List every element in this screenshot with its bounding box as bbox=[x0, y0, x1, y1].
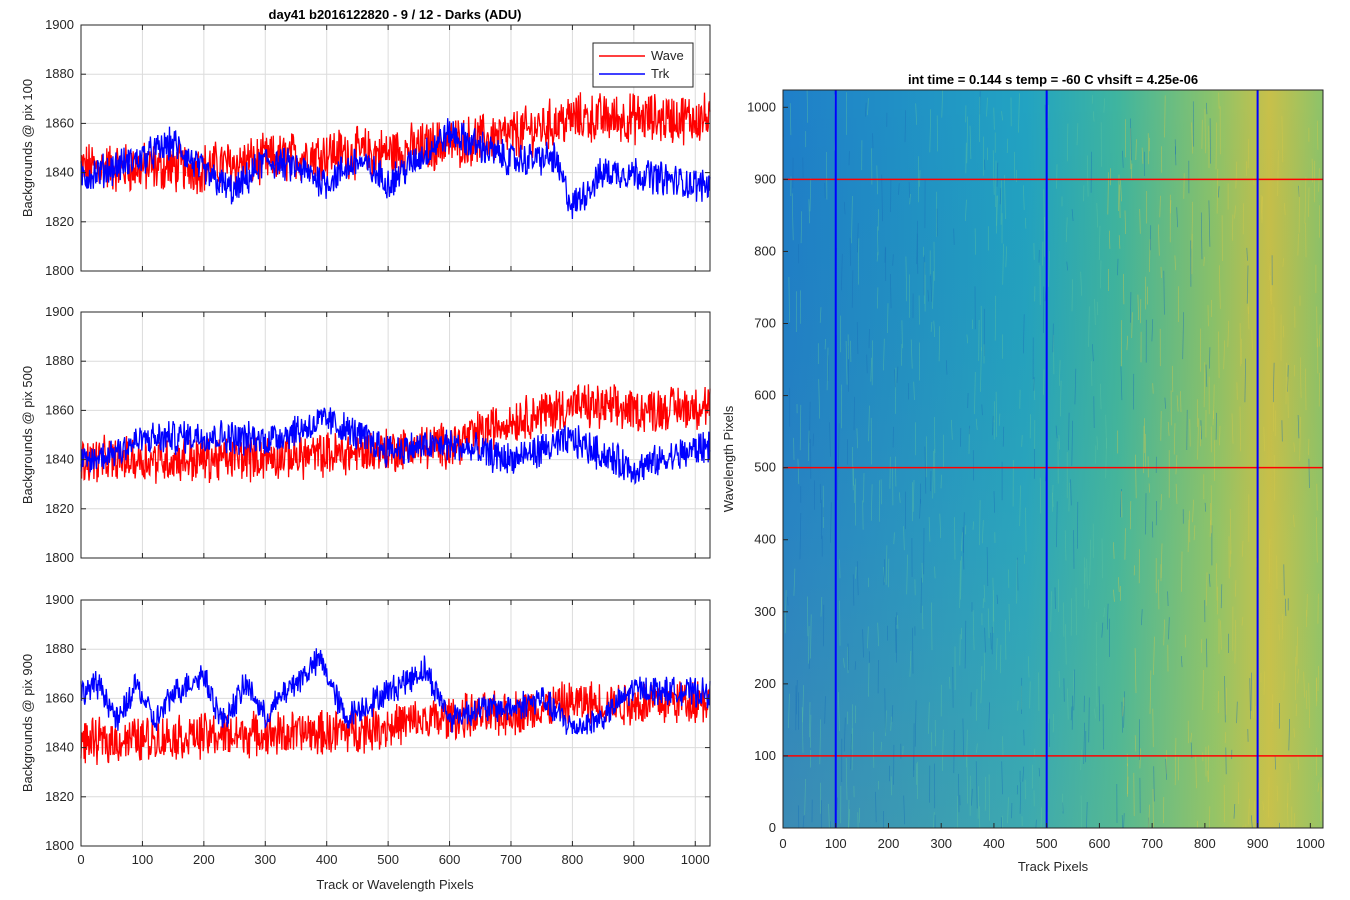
x-tick-label: 900 bbox=[623, 852, 645, 867]
y-axis-label: Backgrounds @ pix 900 bbox=[20, 654, 35, 792]
y-axis-label: Backgrounds @ pix 500 bbox=[20, 366, 35, 504]
line-panel-3: 0 100 200 300 400 500 600 700 800 900 1000 1800 1820… bbox=[20, 592, 711, 867]
x-tick-label: 900 bbox=[1247, 836, 1269, 851]
y-tick-label: 500 bbox=[754, 460, 776, 475]
y-tick-label: 1860 bbox=[45, 690, 74, 705]
series-line-wave bbox=[80, 383, 711, 484]
heatmap-x-axis-label: Track Pixels bbox=[1018, 859, 1089, 874]
legend-label-trk: Trk bbox=[651, 66, 670, 81]
x-tick-label: 200 bbox=[193, 852, 215, 867]
x-tick-label: 0 bbox=[779, 836, 786, 851]
y-tick-label: 1800 bbox=[45, 263, 74, 278]
x-tick-label: 500 bbox=[377, 852, 399, 867]
axes-box bbox=[782, 89, 1324, 829]
y-tick-label: 1800 bbox=[45, 550, 74, 565]
y-tick-label: 800 bbox=[754, 243, 776, 258]
x-tick-label: 1000 bbox=[1296, 836, 1325, 851]
x-tick-label: 400 bbox=[316, 852, 338, 867]
y-tick-label: 100 bbox=[754, 748, 776, 763]
heatmap-y-axis-label: Wavelength Pixels bbox=[721, 405, 736, 512]
series-line-wave bbox=[80, 681, 711, 766]
x-tick-label: 700 bbox=[1141, 836, 1163, 851]
y-tick-label: 700 bbox=[754, 316, 776, 331]
y-tick-label: 1840 bbox=[45, 452, 74, 467]
y-tick-label: 1880 bbox=[45, 641, 74, 656]
legend-label-wave: Wave bbox=[651, 48, 684, 63]
figure-x-axis-label: Track or Wavelength Pixels bbox=[316, 877, 474, 892]
axes-box bbox=[80, 24, 711, 272]
heatmap-title: int time = 0.144 s temp = -60 C vhsift =… bbox=[908, 72, 1198, 87]
x-tick-label: 500 bbox=[1036, 836, 1058, 851]
y-tick-label: 1000 bbox=[747, 99, 776, 114]
x-tick-label: 600 bbox=[1089, 836, 1111, 851]
heatmap-overlay bbox=[783, 90, 1323, 828]
x-tick-label: 800 bbox=[1194, 836, 1216, 851]
line-panel-2: 1800 1820 1840 1860 1880 1900 Backgrounds @ pi… bbox=[20, 304, 711, 565]
y-tick-label: 1880 bbox=[45, 353, 74, 368]
y-tick-label: 1840 bbox=[45, 740, 74, 755]
y-tick-label: 1900 bbox=[45, 304, 74, 319]
heatmap-panel: 0 100 200 300 400 500 600 700 800 900 1000 0 100 200 3… bbox=[721, 72, 1325, 874]
y-tick-label: 0 bbox=[769, 820, 776, 835]
y-tick-label: 1840 bbox=[45, 165, 74, 180]
series-line-trk bbox=[80, 407, 711, 485]
series-line-trk bbox=[80, 648, 711, 735]
x-tick-label: 700 bbox=[500, 852, 522, 867]
heatmap-texture bbox=[782, 89, 1324, 829]
x-tick-label: 100 bbox=[132, 852, 154, 867]
plot-area bbox=[81, 312, 710, 558]
y-tick-label: 1860 bbox=[45, 402, 74, 417]
x-tick-label: 300 bbox=[254, 852, 276, 867]
y-tick-label: 600 bbox=[754, 388, 776, 403]
x-tick-label: 300 bbox=[930, 836, 952, 851]
y-axis-label: Backgrounds @ pix 100 bbox=[20, 79, 35, 217]
x-tick-label: 800 bbox=[562, 852, 584, 867]
y-tick-label: 1860 bbox=[45, 115, 74, 130]
y-tick-label: 300 bbox=[754, 604, 776, 619]
y-tick-label: 900 bbox=[754, 171, 776, 186]
legend-box bbox=[592, 42, 694, 88]
legend: Wave Trk bbox=[592, 42, 694, 88]
y-tick-label: 1900 bbox=[45, 17, 74, 32]
y-tick-label: 1820 bbox=[45, 501, 74, 516]
y-tick-label: 1800 bbox=[45, 838, 74, 853]
x-tick-label: 0 bbox=[77, 852, 84, 867]
y-tick-label: 1880 bbox=[45, 66, 74, 81]
line-panel-1: 1800 1820 1840 1860 1880 1900 Backgrounds @ pi… bbox=[20, 17, 711, 278]
axes-box bbox=[80, 311, 711, 559]
x-tick-label: 200 bbox=[878, 836, 900, 851]
series-line-trk bbox=[80, 118, 711, 220]
y-tick-label: 1820 bbox=[45, 214, 74, 229]
y-tick-label: 1820 bbox=[45, 789, 74, 804]
x-tick-label: 1000 bbox=[681, 852, 710, 867]
y-tick-label: 200 bbox=[754, 676, 776, 691]
y-tick-label: 400 bbox=[754, 532, 776, 547]
axes-box bbox=[80, 599, 711, 847]
figure-title: day41 b2016122820 - 9 / 12 - Darks (ADU) bbox=[269, 7, 522, 22]
x-tick-label: 600 bbox=[439, 852, 461, 867]
x-tick-label: 400 bbox=[983, 836, 1005, 851]
x-tick-label: 100 bbox=[825, 836, 847, 851]
y-tick-label: 1900 bbox=[45, 592, 74, 607]
